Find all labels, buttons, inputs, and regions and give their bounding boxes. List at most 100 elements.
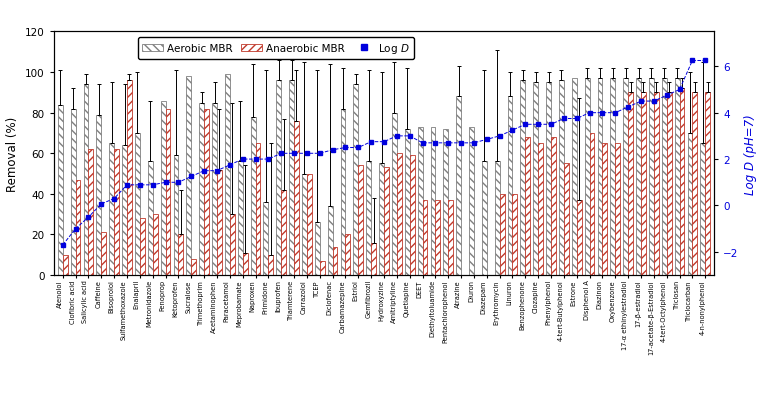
Bar bbox=[153, 215, 157, 275]
Bar bbox=[109, 144, 114, 275]
Bar bbox=[705, 93, 710, 275]
Bar bbox=[525, 138, 530, 275]
Y-axis label: Log D (pH=7): Log D (pH=7) bbox=[744, 114, 757, 194]
Bar bbox=[564, 164, 569, 275]
Bar bbox=[551, 138, 556, 275]
Bar bbox=[346, 235, 350, 275]
Bar bbox=[680, 89, 684, 275]
Bar bbox=[674, 79, 680, 275]
Bar bbox=[538, 144, 543, 275]
Bar bbox=[230, 215, 235, 275]
Bar bbox=[392, 113, 397, 275]
Bar bbox=[456, 97, 461, 275]
Bar bbox=[174, 156, 178, 275]
Bar bbox=[602, 144, 607, 275]
Bar bbox=[63, 255, 68, 275]
Bar bbox=[649, 79, 654, 275]
Bar bbox=[166, 109, 170, 275]
Bar bbox=[178, 235, 184, 275]
Bar bbox=[88, 150, 94, 275]
Bar bbox=[611, 79, 615, 275]
Bar bbox=[521, 81, 525, 275]
Bar bbox=[307, 174, 312, 275]
Bar bbox=[101, 233, 106, 275]
Bar bbox=[58, 105, 63, 275]
Bar bbox=[693, 93, 697, 275]
Bar bbox=[302, 174, 307, 275]
Bar bbox=[641, 93, 646, 275]
Bar bbox=[340, 109, 346, 275]
Bar bbox=[268, 255, 273, 275]
Bar bbox=[508, 97, 512, 275]
Bar bbox=[319, 261, 325, 275]
Bar bbox=[127, 81, 132, 275]
Bar bbox=[187, 77, 191, 275]
Bar bbox=[590, 134, 594, 275]
Bar bbox=[397, 154, 402, 275]
Bar bbox=[418, 128, 422, 275]
Bar bbox=[225, 75, 230, 275]
Bar bbox=[500, 194, 505, 275]
Bar bbox=[546, 83, 551, 275]
Bar bbox=[384, 168, 389, 275]
Y-axis label: Removal (%): Removal (%) bbox=[6, 116, 19, 192]
Bar bbox=[687, 134, 693, 275]
Bar bbox=[217, 170, 222, 275]
Bar bbox=[636, 79, 641, 275]
Bar bbox=[281, 190, 286, 275]
Bar bbox=[577, 200, 581, 275]
Bar bbox=[422, 200, 428, 275]
Bar bbox=[559, 81, 564, 275]
Bar bbox=[584, 79, 590, 275]
Bar bbox=[359, 166, 363, 275]
Bar bbox=[366, 162, 371, 275]
Bar bbox=[140, 219, 144, 275]
Bar bbox=[97, 115, 101, 275]
Bar bbox=[212, 103, 217, 275]
Bar bbox=[379, 164, 384, 275]
Bar bbox=[482, 162, 487, 275]
Bar bbox=[204, 109, 209, 275]
Legend: Aerobic MBR, Anaerobic MBR, Log $D$: Aerobic MBR, Anaerobic MBR, Log $D$ bbox=[138, 38, 414, 60]
Bar bbox=[700, 144, 705, 275]
Bar bbox=[147, 162, 153, 275]
Bar bbox=[353, 85, 359, 275]
Bar bbox=[487, 275, 492, 308]
Bar bbox=[328, 207, 333, 275]
Bar bbox=[495, 162, 500, 275]
Bar bbox=[667, 93, 671, 275]
Bar bbox=[615, 144, 621, 275]
Bar bbox=[371, 243, 376, 275]
Bar bbox=[435, 200, 440, 275]
Bar bbox=[572, 79, 577, 275]
Bar bbox=[662, 79, 667, 275]
Bar bbox=[256, 144, 260, 275]
Bar bbox=[294, 122, 299, 275]
Bar bbox=[114, 150, 119, 275]
Bar bbox=[469, 128, 474, 275]
Bar bbox=[84, 85, 88, 275]
Bar bbox=[135, 134, 140, 275]
Bar bbox=[533, 83, 538, 275]
Bar bbox=[315, 223, 319, 275]
Bar bbox=[250, 117, 256, 275]
Bar bbox=[598, 79, 602, 275]
Bar bbox=[243, 253, 247, 275]
Bar bbox=[161, 101, 166, 275]
Bar bbox=[238, 162, 243, 275]
Bar bbox=[624, 79, 628, 275]
Bar bbox=[443, 130, 449, 275]
Bar bbox=[409, 156, 415, 275]
Bar bbox=[461, 275, 466, 308]
Bar bbox=[276, 81, 281, 275]
Bar bbox=[449, 200, 453, 275]
Bar bbox=[199, 103, 204, 275]
Bar bbox=[290, 81, 294, 275]
Bar bbox=[654, 93, 659, 275]
Bar bbox=[122, 146, 127, 275]
Bar bbox=[333, 247, 337, 275]
Bar bbox=[431, 128, 435, 275]
Bar bbox=[75, 180, 81, 275]
Bar bbox=[628, 93, 633, 275]
Bar bbox=[405, 130, 409, 275]
